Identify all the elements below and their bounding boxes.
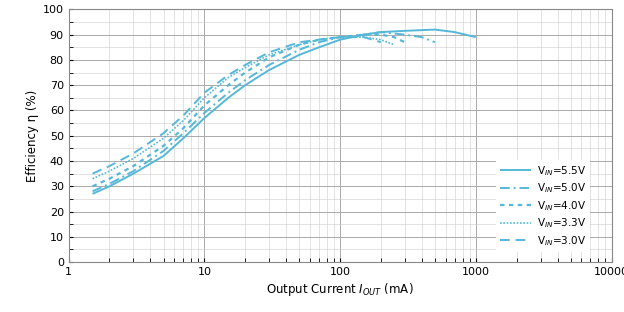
V$_{IN}$=3.3V: [160, 136, 167, 140]
V$_{IN}$=5.5V: [377, 30, 384, 34]
V$_{IN}$=4.0V: [315, 38, 323, 41]
V$_{IN}$=5.0V: [296, 48, 303, 52]
V$_{IN}$=5.5V: [130, 172, 137, 175]
V$_{IN}$=5.5V: [451, 30, 459, 34]
V$_{IN}$=5.0V: [225, 91, 232, 95]
V$_{IN}$=3.0V: [296, 40, 303, 44]
V$_{IN}$=3.0V: [225, 73, 232, 77]
V$_{IN}$=3.0V: [360, 35, 368, 39]
V$_{IN}$=3.0V: [315, 38, 323, 41]
V$_{IN}$=4.0V: [391, 35, 398, 39]
V$_{IN}$=4.0V: [89, 184, 96, 188]
V$_{IN}$=3.3V: [265, 53, 273, 57]
V$_{IN}$=3.3V: [241, 66, 249, 69]
V$_{IN}$=3.0V: [241, 63, 249, 67]
V$_{IN}$=3.3V: [336, 35, 344, 39]
V$_{IN}$=5.0V: [160, 149, 167, 153]
V$_{IN}$=3.3V: [201, 96, 208, 100]
V$_{IN}$=4.0V: [180, 126, 187, 130]
V$_{IN}$=4.0V: [296, 43, 303, 46]
V$_{IN}$=3.0V: [180, 114, 187, 117]
V$_{IN}$=4.0V: [160, 144, 167, 148]
V$_{IN}$=5.5V: [241, 83, 249, 87]
Y-axis label: Efficiency η (%): Efficiency η (%): [26, 90, 39, 182]
V$_{IN}$=5.0V: [180, 131, 187, 135]
Line: V$_{IN}$=3.3V: V$_{IN}$=3.3V: [92, 37, 394, 179]
V$_{IN}$=5.5V: [180, 136, 187, 140]
V$_{IN}$=4.0V: [105, 177, 113, 181]
V$_{IN}$=4.0V: [130, 164, 137, 168]
V$_{IN}$=4.0V: [336, 35, 344, 39]
V$_{IN}$=3.3V: [296, 43, 303, 46]
V$_{IN}$=4.0V: [225, 83, 232, 87]
V$_{IN}$=5.5V: [401, 29, 409, 33]
V$_{IN}$=5.0V: [265, 63, 273, 67]
V$_{IN}$=5.0V: [130, 169, 137, 173]
V$_{IN}$=4.0V: [201, 104, 208, 107]
Line: V$_{IN}$=3.0V: V$_{IN}$=3.0V: [92, 37, 381, 173]
V$_{IN}$=5.0V: [336, 35, 344, 39]
V$_{IN}$=3.3V: [130, 157, 137, 160]
V$_{IN}$=5.5V: [265, 68, 273, 72]
V$_{IN}$=5.0V: [401, 33, 409, 37]
V$_{IN}$=3.0V: [89, 172, 96, 175]
V$_{IN}$=3.3V: [105, 169, 113, 173]
V$_{IN}$=3.3V: [225, 76, 232, 80]
V$_{IN}$=3.3V: [89, 177, 96, 181]
V$_{IN}$=5.0V: [89, 189, 96, 193]
V$_{IN}$=3.0V: [105, 164, 113, 168]
V$_{IN}$=3.3V: [360, 35, 368, 39]
V$_{IN}$=4.0V: [241, 71, 249, 75]
V$_{IN}$=5.0V: [315, 40, 323, 44]
V$_{IN}$=5.5V: [105, 184, 113, 188]
V$_{IN}$=5.0V: [431, 40, 439, 44]
V$_{IN}$=3.3V: [391, 43, 398, 46]
V$_{IN}$=5.5V: [225, 96, 232, 100]
V$_{IN}$=5.0V: [377, 30, 384, 34]
V$_{IN}$=5.0V: [105, 182, 113, 186]
Line: V$_{IN}$=5.0V: V$_{IN}$=5.0V: [92, 32, 435, 191]
V$_{IN}$=5.0V: [360, 33, 368, 37]
V$_{IN}$=3.3V: [180, 119, 187, 122]
V$_{IN}$=5.5V: [336, 38, 344, 41]
V$_{IN}$=5.0V: [241, 78, 249, 82]
Line: V$_{IN}$=5.5V: V$_{IN}$=5.5V: [92, 30, 475, 194]
V$_{IN}$=5.5V: [431, 28, 439, 32]
V$_{IN}$=5.5V: [160, 154, 167, 158]
V$_{IN}$=3.0V: [265, 51, 273, 54]
V$_{IN}$=4.0V: [377, 33, 384, 37]
V$_{IN}$=4.0V: [265, 56, 273, 59]
V$_{IN}$=5.5V: [472, 35, 479, 39]
V$_{IN}$=5.5V: [315, 46, 323, 49]
X-axis label: Output Current $I_{OUT}$ (mA): Output Current $I_{OUT}$ (mA): [266, 281, 414, 298]
V$_{IN}$=3.0V: [336, 35, 344, 39]
V$_{IN}$=4.0V: [401, 40, 409, 44]
Legend: V$_{IN}$=5.5V, V$_{IN}$=5.0V, V$_{IN}$=4.0V, V$_{IN}$=3.3V, V$_{IN}$=3.0V: V$_{IN}$=5.5V, V$_{IN}$=5.0V, V$_{IN}$=4…: [496, 160, 590, 252]
V$_{IN}$=4.0V: [360, 33, 368, 37]
V$_{IN}$=3.0V: [377, 40, 384, 44]
V$_{IN}$=3.0V: [130, 152, 137, 155]
Line: V$_{IN}$=4.0V: V$_{IN}$=4.0V: [92, 35, 405, 186]
V$_{IN}$=3.0V: [160, 131, 167, 135]
V$_{IN}$=5.5V: [296, 53, 303, 57]
V$_{IN}$=5.0V: [418, 35, 426, 39]
V$_{IN}$=5.5V: [89, 192, 96, 196]
V$_{IN}$=3.0V: [201, 91, 208, 95]
V$_{IN}$=3.3V: [315, 38, 323, 41]
V$_{IN}$=5.5V: [360, 33, 368, 37]
V$_{IN}$=3.3V: [377, 38, 384, 41]
V$_{IN}$=5.5V: [201, 116, 208, 120]
V$_{IN}$=5.0V: [201, 111, 208, 115]
